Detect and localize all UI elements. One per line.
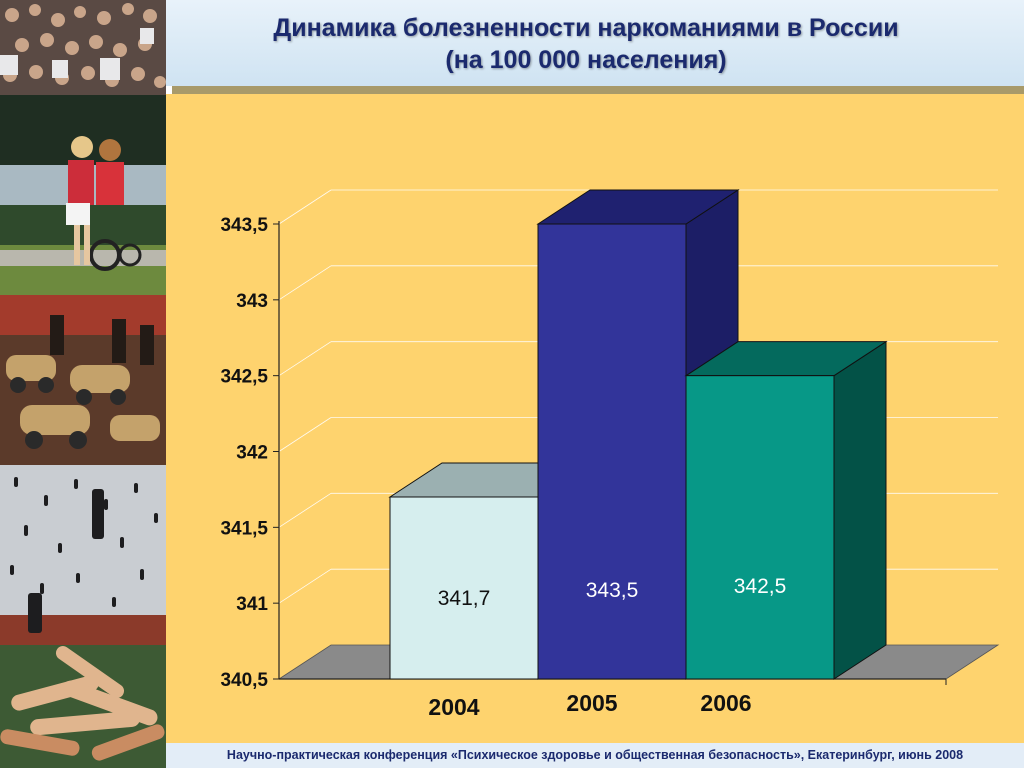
joined-hands-photo	[0, 645, 166, 768]
bar-2005	[537, 223, 687, 680]
bar-side-2006	[833, 340, 887, 680]
y-tick-label: 340,5	[220, 670, 268, 691]
data-label-2005: 343,5	[586, 579, 639, 602]
gridline-diagonal	[278, 568, 332, 604]
data-label-2004: 341,7	[438, 587, 491, 610]
gridline-diagonal	[278, 492, 332, 528]
crowd-photo	[0, 0, 166, 95]
sidebar-photo-strip	[0, 0, 166, 768]
bar-chart: 340,5 341 341,5 342 342,5 343 343,5 341,7 2004 34…	[220, 189, 1000, 720]
gridline-diagonal	[278, 341, 332, 377]
gridline-diagonal	[278, 189, 332, 225]
title-line-2: (на 100 000 населения)	[445, 46, 727, 74]
footer: Научно-практическая конференция «Психиче…	[166, 743, 1024, 768]
y-tick-label: 343	[236, 291, 268, 312]
data-label-2006: 342,5	[734, 575, 787, 598]
page-title: Динамика болезненности наркоманиями в Ро…	[166, 12, 1006, 76]
children-bicycle-photo	[0, 95, 166, 295]
painting-cars-photo	[0, 295, 166, 465]
y-tick-label: 341	[236, 594, 268, 615]
header: Динамика болезненности наркоманиями в Ро…	[166, 0, 1024, 86]
magritte-golconda-photo	[0, 465, 166, 645]
bar-2006	[685, 375, 835, 680]
title-line-1: Динамика болезненности наркоманиями в Ро…	[273, 14, 899, 42]
gridline-diagonal	[278, 417, 332, 452]
y-tick-label: 341,5	[220, 518, 268, 539]
x-tick-label-2005: 2005	[566, 690, 617, 716]
bar-2004	[389, 496, 539, 680]
header-divider	[172, 86, 1024, 94]
footer-text: Научно-практическая конференция «Психиче…	[226, 748, 964, 762]
y-tick-label: 342,5	[220, 367, 268, 388]
x-tick-label-2004: 2004	[428, 694, 479, 720]
chart-panel: 340,5 341 341,5 342 342,5 343 343,5 341,7 2004 34…	[166, 94, 1024, 743]
gridline-diagonal	[278, 265, 332, 301]
y-tick-label: 342	[236, 443, 268, 464]
x-tick-label-2006: 2006	[700, 690, 751, 716]
y-tick-label: 343,5	[220, 215, 268, 236]
